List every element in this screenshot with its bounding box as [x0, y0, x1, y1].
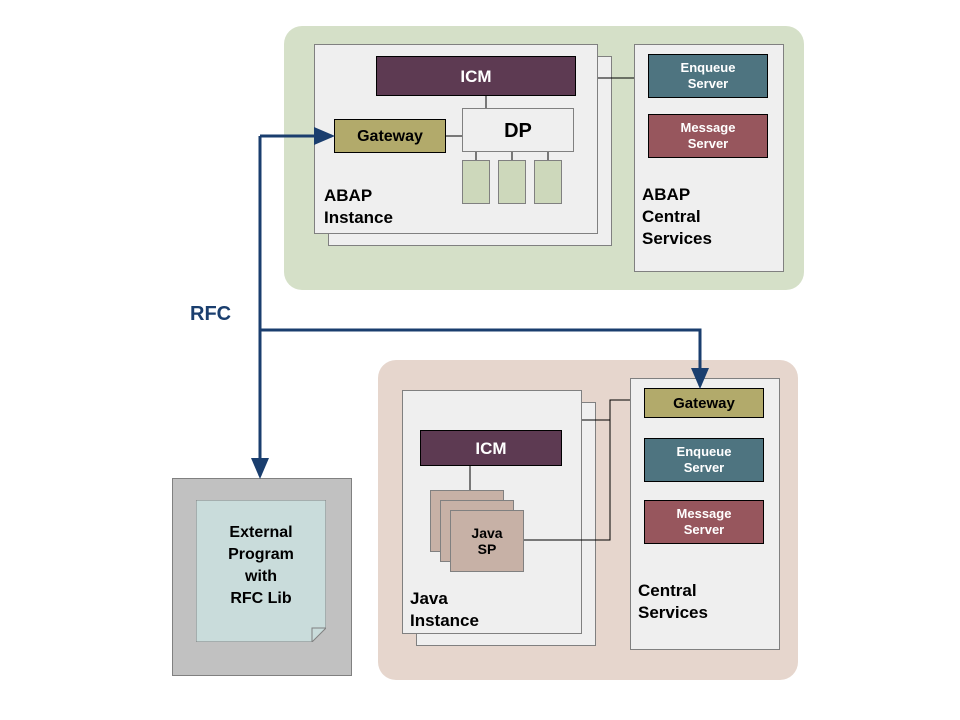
java-gateway-box: Gateway [644, 388, 764, 418]
abap-message-l2: Server [649, 136, 767, 152]
abap-enqueue-l2: Server [649, 76, 767, 92]
java-message-l2: Server [645, 522, 763, 538]
external-l4: RFC Lib [196, 588, 326, 610]
external-l2: Program [196, 544, 326, 566]
abap-instance-label: ABAP Instance [324, 185, 393, 229]
java-message-l1: Message [645, 506, 763, 522]
rfc-label: RFC [190, 303, 231, 326]
abap-enqueue-box: Enqueue Server [648, 54, 768, 98]
java-gateway-label: Gateway [673, 395, 735, 412]
java-message-box: Message Server [644, 500, 764, 544]
abap-gateway-label: Gateway [357, 128, 423, 145]
java-icm-label: ICM [475, 439, 506, 458]
java-enqueue-box: Enqueue Server [644, 438, 764, 482]
java-instance-label: Java Instance [410, 588, 479, 632]
abap-icm-label: ICM [460, 67, 491, 86]
abap-message-box: Message Server [648, 114, 768, 158]
abap-message-l1: Message [649, 120, 767, 136]
java-instance-l1: Java [410, 588, 479, 610]
abap-services-l3: Services [642, 228, 712, 250]
abap-dp-label: DP [504, 120, 532, 142]
abap-enqueue-l1: Enqueue [649, 60, 767, 76]
abap-wp-1 [462, 160, 490, 204]
external-l1: External [196, 522, 326, 544]
abap-services-l2: Central [642, 206, 712, 228]
abap-gateway-box: Gateway [334, 119, 446, 153]
external-label: External Program with RFC Lib [196, 522, 326, 610]
java-sp-l2: SP [451, 541, 523, 557]
java-enqueue-l1: Enqueue [645, 444, 763, 460]
java-enqueue-l2: Server [645, 460, 763, 476]
abap-dp-box: DP [462, 108, 574, 152]
java-icm-box: ICM [420, 430, 562, 466]
abap-instance-label-l1: ABAP [324, 185, 393, 207]
abap-services-l1: ABAP [642, 184, 712, 206]
java-services-l2: Services [638, 602, 708, 624]
abap-wp-2 [498, 160, 526, 204]
java-services-l1: Central [638, 580, 708, 602]
java-services-label: Central Services [638, 580, 708, 624]
abap-instance-label-l2: Instance [324, 207, 393, 229]
java-instance-l2: Instance [410, 610, 479, 632]
abap-wp-3 [534, 160, 562, 204]
java-sp-l1: Java [451, 525, 523, 541]
abap-services-label: ABAP Central Services [642, 184, 712, 250]
external-l3: with [196, 566, 326, 588]
abap-icm-box: ICM [376, 56, 576, 96]
java-sp-front: Java SP [450, 510, 524, 572]
